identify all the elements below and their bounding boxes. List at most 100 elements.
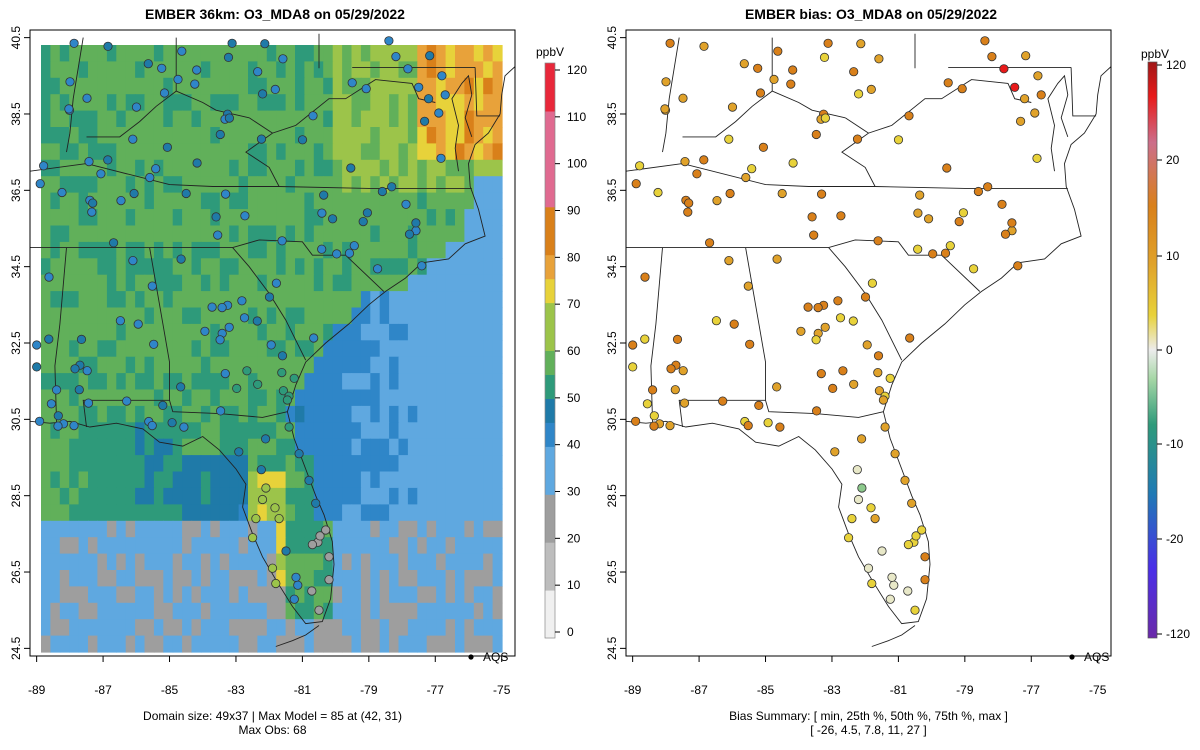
- model-grid-cell: [304, 373, 315, 391]
- model-grid-cell: [163, 94, 174, 112]
- model-grid-cell: [50, 225, 61, 243]
- model-grid-cell: [144, 487, 155, 505]
- model-grid-cell: [69, 143, 80, 161]
- y-tick-label: 34.5: [9, 255, 23, 279]
- model-grid-cell: [78, 159, 89, 177]
- model-grid-cell: [144, 373, 155, 391]
- model-grid-cell: [172, 241, 183, 259]
- model-grid-cell: [172, 373, 183, 391]
- model-grid-cell: [257, 586, 268, 604]
- model-grid-cell: [97, 323, 108, 341]
- model-grid-cell: [248, 307, 258, 325]
- model-grid-cell: [426, 405, 437, 423]
- y-tick-label: 38.5: [9, 102, 23, 126]
- model-grid-cell: [172, 323, 183, 341]
- model-grid-cell: [257, 61, 268, 79]
- model-grid-cell: [473, 570, 484, 587]
- model-grid-cell: [436, 323, 447, 341]
- model-grid-cell: [116, 602, 127, 620]
- aqs-legend-marker: [468, 654, 474, 660]
- model-grid-cell: [106, 94, 117, 112]
- bias-site: [813, 302, 823, 313]
- model-grid-cell: [313, 143, 324, 161]
- model-grid-cell: [473, 45, 484, 62]
- model-grid-cell: [97, 438, 108, 456]
- model-grid-cell: [426, 94, 437, 112]
- model-grid-cell: [144, 586, 155, 604]
- bias-site: [753, 63, 763, 73]
- colorbar-unit: ppbV: [536, 45, 564, 59]
- model-grid-cell: [360, 159, 371, 177]
- model-grid-cell: [125, 422, 136, 440]
- model-grid-cell: [398, 471, 409, 489]
- model-grid-cell: [210, 586, 221, 604]
- model-grid-cell: [50, 307, 61, 325]
- model-grid-cell: [342, 110, 353, 128]
- model-grid-cell: [323, 159, 334, 177]
- bias-site: [640, 272, 650, 282]
- model-grid-cell: [370, 225, 381, 243]
- model-grid-cell: [455, 241, 465, 259]
- model-grid-cell: [59, 323, 70, 341]
- model-grid-cell: [163, 192, 174, 210]
- model-grid-cell: [191, 455, 202, 473]
- model-grid-cell: [407, 373, 418, 391]
- model-grid-cell: [455, 274, 465, 292]
- model-grid-cell: [266, 504, 277, 522]
- model-grid-cell: [332, 176, 343, 194]
- model-grid-cell: [69, 471, 80, 489]
- model-grid-cell: [78, 586, 89, 604]
- model-grid-cell: [153, 602, 164, 620]
- model-grid-cell: [182, 389, 193, 407]
- model-grid-cell: [125, 159, 136, 177]
- model-grid-cell: [464, 258, 475, 276]
- model-grid-cell: [304, 570, 315, 587]
- model-grid-cell: [135, 77, 146, 95]
- model-grid-cell: [200, 192, 211, 210]
- model-grid-cell: [172, 635, 183, 653]
- model-grid-cell: [398, 438, 409, 456]
- model-grid-cell: [78, 602, 89, 620]
- bias-site: [913, 208, 923, 218]
- model-grid-cell: [163, 405, 174, 423]
- model-grid-cell: [116, 389, 127, 407]
- colorbar-tick-label: 110: [567, 110, 586, 124]
- model-grid-cell: [116, 143, 127, 161]
- model-grid-cell: [41, 307, 51, 325]
- model-grid-cell: [172, 110, 183, 128]
- model-grid-cell: [426, 635, 437, 653]
- model-grid-cell: [304, 159, 315, 177]
- colorbar-tick-label: 120: [1166, 58, 1186, 72]
- model-grid-cell: [69, 602, 80, 620]
- model-grid-cell: [295, 586, 305, 604]
- model-grid-cell: [59, 438, 70, 456]
- model-grid-cell: [266, 471, 277, 489]
- model-grid-cell: [88, 619, 98, 637]
- model-grid-cell: [41, 373, 51, 391]
- model-grid-cell: [182, 77, 193, 95]
- model-grid-cell: [200, 159, 211, 177]
- model-grid-cell: [163, 471, 174, 489]
- model-grid-cell: [276, 602, 287, 620]
- model-grid-cell: [492, 520, 503, 538]
- model-grid-cell: [135, 553, 146, 571]
- model-grid-cell: [172, 143, 183, 161]
- model-grid-cell: [351, 110, 362, 128]
- bias-site: [679, 398, 690, 408]
- model-grid-cell: [248, 635, 258, 653]
- bias-site: [743, 420, 753, 431]
- model-grid-cell: [144, 553, 155, 571]
- model-grid-cell: [464, 504, 475, 522]
- bias-site: [917, 525, 927, 535]
- model-grid-cell: [342, 570, 353, 587]
- model-grid-cell: [360, 389, 371, 407]
- bias-site: [848, 316, 858, 326]
- model-grid-cell: [106, 504, 117, 522]
- model-grid-cell: [163, 61, 174, 79]
- model-grid-cell: [370, 537, 381, 555]
- model-grid-cell: [351, 471, 362, 489]
- model-grid-cell: [97, 635, 108, 653]
- model-grid-cell: [417, 356, 428, 374]
- model-grid-cell: [116, 586, 127, 604]
- observation-site: [227, 38, 237, 48]
